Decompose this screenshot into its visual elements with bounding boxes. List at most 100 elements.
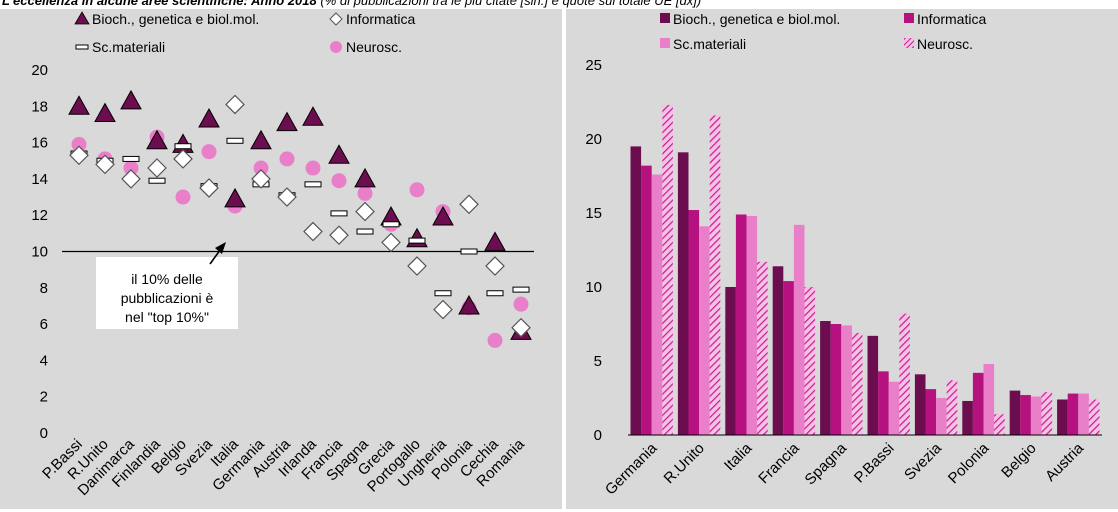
- sc-materiali-bar-francia: [793, 224, 805, 435]
- neurosc-point-svezia: [201, 144, 217, 160]
- y-tick-label: 12: [31, 207, 48, 224]
- informatica-point-italia: [225, 94, 245, 115]
- page-title-main: L'eccellenza in alcune aree scientifiche…: [2, 0, 317, 8]
- neurosc-point-austria: [279, 151, 295, 167]
- informatica-point-cechia: [485, 256, 505, 276]
- neurosc-point-francia: [331, 173, 347, 189]
- sc-materiali-point-spagna: [356, 228, 374, 235]
- right-chart-panel: 0 5 10 15 20 25 Germania R.Unito Italia Francia S…: [566, 9, 1118, 509]
- sc-materiali-bar-germania: [651, 174, 663, 435]
- bioch-genetica-e-biol-mol-point-p-bassi: [68, 95, 90, 115]
- informatica-point-p-bassi: [69, 145, 89, 166]
- legend-triangle-marker: [74, 11, 90, 25]
- neurosc-bar-polonia: [994, 414, 1005, 435]
- y-tick-label: 10: [31, 244, 48, 261]
- sc-materiali-point-ungheria: [434, 290, 452, 297]
- annotation-line: nel "top 10%": [125, 309, 209, 325]
- legend-circle-marker: [330, 41, 342, 53]
- neurosc-bar-spagna: [851, 332, 863, 435]
- sc-materiali-bar-svezia: [936, 398, 947, 435]
- annotation: il 10% delle pubblicazioni è nel "top 10%": [96, 242, 238, 329]
- scatter-chart: 0 2 4 6 8 10 12 14 16 18 20 P.BassiR.UnitoDanimarc…: [31, 11, 534, 499]
- sc-materiali-point-romania: [512, 286, 530, 293]
- x-tick-label: Germania: [602, 439, 661, 498]
- neurosc-point-germania: [253, 160, 269, 176]
- informatica-point-finlandia: [147, 158, 167, 178]
- bioch-genetica-e-biol-mol-bar-polonia: [962, 400, 973, 435]
- x-tick-label: Francia: [755, 439, 803, 487]
- annotation-line: pubblicazioni è: [121, 290, 214, 306]
- y-tick-label: 20: [31, 62, 48, 79]
- neurosc-bar-francia: [804, 287, 816, 435]
- sc-materiali-bar-p-bassi: [888, 381, 900, 435]
- bioch-genetica-e-biol-mol-point-cechia: [484, 231, 506, 251]
- y-tick-label: 0: [40, 425, 48, 442]
- informatica-point-irlanda: [303, 221, 323, 242]
- x-axis-ticks: P.BassiR.UnitoDanimarcaFinlandiaBelgioSv…: [39, 435, 528, 499]
- informatica-point-grecia: [381, 232, 401, 253]
- bioch-genetica-e-biol-mol-point-germania: [250, 129, 272, 150]
- bioch-genetica-e-biol-mol-point-austria: [276, 111, 298, 132]
- neurosc-point-belgio: [175, 189, 191, 205]
- bioch-genetica-e-biol-mol-point-italia: [224, 187, 246, 208]
- neurosc-point-danimarca: [123, 160, 139, 176]
- bioch-genetica-e-biol-mol-bar-belgio: [1009, 390, 1021, 435]
- neurosc-point-portogallo: [409, 182, 425, 198]
- legend-label: Neurosc.: [917, 36, 973, 52]
- x-tick-label: Svezia: [901, 439, 945, 483]
- sc-materiali-point-danimarca: [122, 155, 140, 162]
- bioch-genetica-e-biol-mol-point-ungheria: [432, 205, 454, 226]
- sc-materiali-bar-austria: [1078, 393, 1089, 435]
- informatica-bar-italia: [735, 214, 747, 435]
- x-tick-label: Belgio: [998, 440, 1040, 482]
- legend-dash-marker: [75, 44, 89, 50]
- legend-label: Informatica: [917, 11, 986, 27]
- y-tick-label: 14: [31, 171, 48, 188]
- neurosc-bar-p-bassi: [899, 313, 910, 435]
- bioch-genetica-e-biol-mol-point-svezia: [198, 107, 220, 128]
- informatica-bar-polonia: [972, 372, 984, 435]
- neurosc-point-spagna: [357, 185, 373, 201]
- x-tick-label: Austria: [1042, 439, 1087, 484]
- sc-materiali-bar-spagna: [841, 325, 852, 435]
- sc-materiali-bar-polonia: [983, 363, 995, 435]
- y-tick-label: 8: [40, 280, 48, 297]
- annotation-arrow-head: [215, 242, 226, 254]
- informatica-bar-francia: [783, 281, 794, 435]
- x-tick-label: Spagna: [802, 439, 851, 488]
- legend-label: Bioch., genetica e biol.mol.: [673, 11, 840, 27]
- informatica-point-danimarca: [121, 169, 141, 189]
- bioch-genetica-e-biol-mol-point-finlandia: [146, 129, 168, 150]
- sc-materiali-point-portogallo: [408, 237, 426, 244]
- legend-swatch-sc-materiali: [660, 38, 670, 48]
- informatica-point-portogallo: [407, 256, 427, 276]
- sc-materiali-point-francia: [330, 210, 348, 217]
- x-tick-label: Polonia: [945, 439, 993, 487]
- legend-label: Sc.materiali: [92, 39, 165, 55]
- legend-label: Bioch., genetica e biol.mol.: [92, 11, 259, 27]
- bioch-genetica-e-biol-mol-point-danimarca: [120, 89, 142, 110]
- y-tick-label: 4: [40, 352, 48, 369]
- neurosc-bar-belgio: [1041, 392, 1053, 435]
- sc-materiali-point-grecia: [382, 221, 400, 228]
- neurosc-bar-austria: [1088, 399, 1100, 435]
- legend-swatch-neurosc: [904, 38, 914, 48]
- neurosc-point-p-bassi: [71, 136, 87, 152]
- left-chart-panel: 0 2 4 6 8 10 12 14 16 18 20 P.Bassi R.Unito Danimarc…: [0, 9, 562, 509]
- sc-materiali-bar-belgio: [1030, 396, 1042, 435]
- neurosc-point-cechia: [487, 332, 503, 348]
- sc-materiali-point-finlandia: [148, 177, 166, 184]
- x-tick-label: P.Bassi: [851, 440, 898, 487]
- legend-label: Neurosc.: [346, 39, 402, 55]
- bioch-genetica-e-biol-mol-bar-svezia: [914, 374, 926, 435]
- neurosc-point-irlanda: [305, 160, 321, 176]
- informatica-point-spagna: [355, 201, 375, 222]
- bioch-genetica-e-biol-mol-bar-germania: [630, 146, 642, 435]
- neurosc-point-romania: [513, 296, 529, 312]
- y-axis-ticks: 0 2 4 6 8 10 12 14 16 18 20: [31, 62, 48, 442]
- bar-marks: [630, 104, 1100, 436]
- y-axis-ticks: 0 5 10 15 20 25: [585, 57, 602, 444]
- informatica-point-ungheria: [433, 299, 453, 320]
- informatica-bar-germania: [641, 165, 652, 435]
- sc-materiali-bar-r-unito: [699, 226, 710, 435]
